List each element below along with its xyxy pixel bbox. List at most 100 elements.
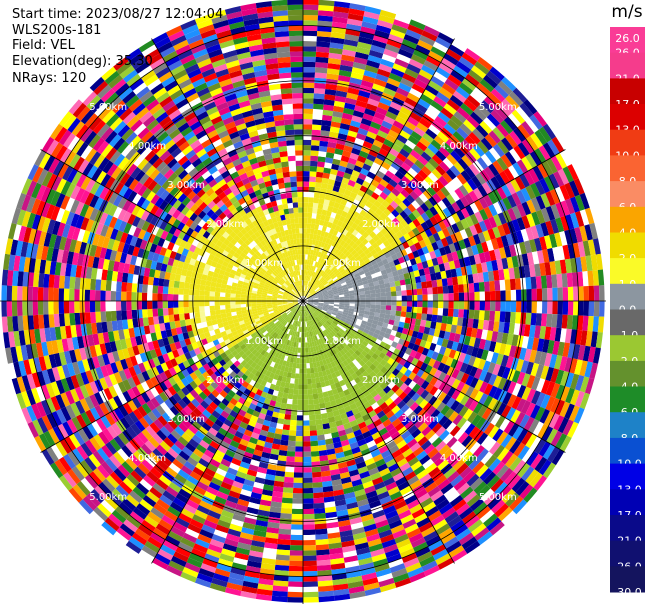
velocity-gate [474, 301, 480, 311]
velocity-gate [340, 59, 354, 67]
velocity-gate [281, 497, 293, 504]
velocity-gate [318, 198, 325, 205]
velocity-gate [440, 107, 454, 120]
velocity-gate [304, 285, 306, 291]
velocity-gate [500, 154, 513, 168]
velocity-gate [388, 147, 400, 158]
velocity-gate [306, 368, 311, 374]
velocity-gate [442, 227, 451, 238]
velocity-gate [279, 523, 292, 530]
velocity-gate [305, 280, 308, 286]
velocity-gate [335, 271, 341, 277]
velocity-gate [541, 301, 548, 314]
velocity-gate [499, 279, 506, 291]
velocity-gate [281, 429, 290, 436]
velocity-gate [344, 167, 354, 175]
velocity-gate [461, 154, 473, 167]
velocity-gate [370, 301, 376, 305]
velocity-gate [312, 487, 324, 494]
velocity-gate [447, 74, 462, 87]
velocity-gate [349, 303, 355, 307]
velocity-gate [354, 245, 361, 253]
velocity-gate [415, 44, 431, 56]
velocity-gate [296, 357, 300, 364]
velocity-gate [309, 288, 313, 293]
velocity-gate [509, 278, 516, 291]
velocity-gate [546, 158, 558, 174]
velocity-gate [319, 276, 324, 282]
velocity-gate [306, 280, 309, 286]
velocity-gate [529, 150, 542, 166]
velocity-gate [480, 100, 495, 114]
velocity-gate [325, 78, 338, 86]
velocity-gate [394, 280, 401, 287]
velocity-gate [337, 244, 343, 251]
velocity-gate [324, 94, 336, 101]
velocity-gate [398, 201, 408, 211]
velocity-gate [303, 124, 313, 130]
velocity-gate [303, 591, 319, 598]
velocity-gate [322, 266, 328, 272]
velocity-gate [424, 228, 433, 238]
velocity-gate [307, 207, 313, 214]
velocity-gate [418, 69, 433, 81]
velocity-gate [386, 38, 402, 49]
velocity-gate [292, 487, 303, 494]
velocity-gate [339, 277, 345, 283]
velocity-gate [445, 138, 458, 151]
velocity-gate [460, 218, 470, 230]
velocity-gate [414, 159, 425, 170]
velocity-gate [402, 73, 417, 84]
velocity-gate [304, 275, 306, 281]
velocity-gate [433, 203, 443, 214]
velocity-gate [375, 304, 381, 310]
velocity-gate [369, 223, 377, 232]
velocity-gate [384, 195, 394, 205]
velocity-gate [313, 255, 318, 262]
velocity-gate [431, 154, 443, 165]
velocity-gate [305, 275, 308, 281]
velocity-gate [215, 309, 221, 315]
velocity-gate [417, 294, 423, 301]
velocity-gate [536, 288, 543, 301]
velocity-gate [374, 308, 381, 314]
velocity-gate [299, 368, 303, 374]
velocity-gate [547, 287, 553, 301]
velocity-gate [418, 239, 427, 249]
velocity-gate [390, 305, 397, 311]
velocity-gate [432, 301, 439, 309]
velocity-gate [300, 347, 303, 353]
velocity-gate [362, 113, 374, 122]
velocity-gate [307, 212, 313, 219]
velocity-gate [344, 250, 351, 257]
velocity-gate [473, 107, 487, 121]
velocity-gate [339, 268, 346, 274]
velocity-gate [464, 166, 476, 179]
velocity-gate [411, 236, 419, 245]
velocity-gate [303, 93, 314, 99]
velocity-gate [435, 165, 446, 176]
velocity-gate [341, 177, 350, 185]
velocity-gate [343, 172, 352, 180]
velocity-gate [393, 157, 404, 167]
velocity-gate [289, 555, 303, 561]
velocity-gate [345, 259, 352, 265]
velocity-gate [477, 103, 491, 118]
velocity-gate [303, 61, 316, 68]
velocity-gate [394, 183, 404, 193]
velocity-gate [312, 250, 317, 256]
velocity-gate [307, 294, 312, 299]
velocity-gate [303, 181, 310, 187]
velocity-gate [330, 234, 337, 241]
velocity-gate [337, 275, 344, 281]
velocity-gate [311, 213, 317, 219]
velocity-gate [593, 301, 600, 317]
velocity-gate [317, 282, 323, 288]
velocity-gate [416, 74, 431, 85]
velocity-gate [327, 178, 336, 186]
velocity-gate [314, 513, 326, 520]
velocity-gate [512, 87, 528, 103]
velocity-gate [326, 73, 339, 81]
velocity-gate [286, 398, 293, 405]
velocity-gate [309, 430, 318, 436]
